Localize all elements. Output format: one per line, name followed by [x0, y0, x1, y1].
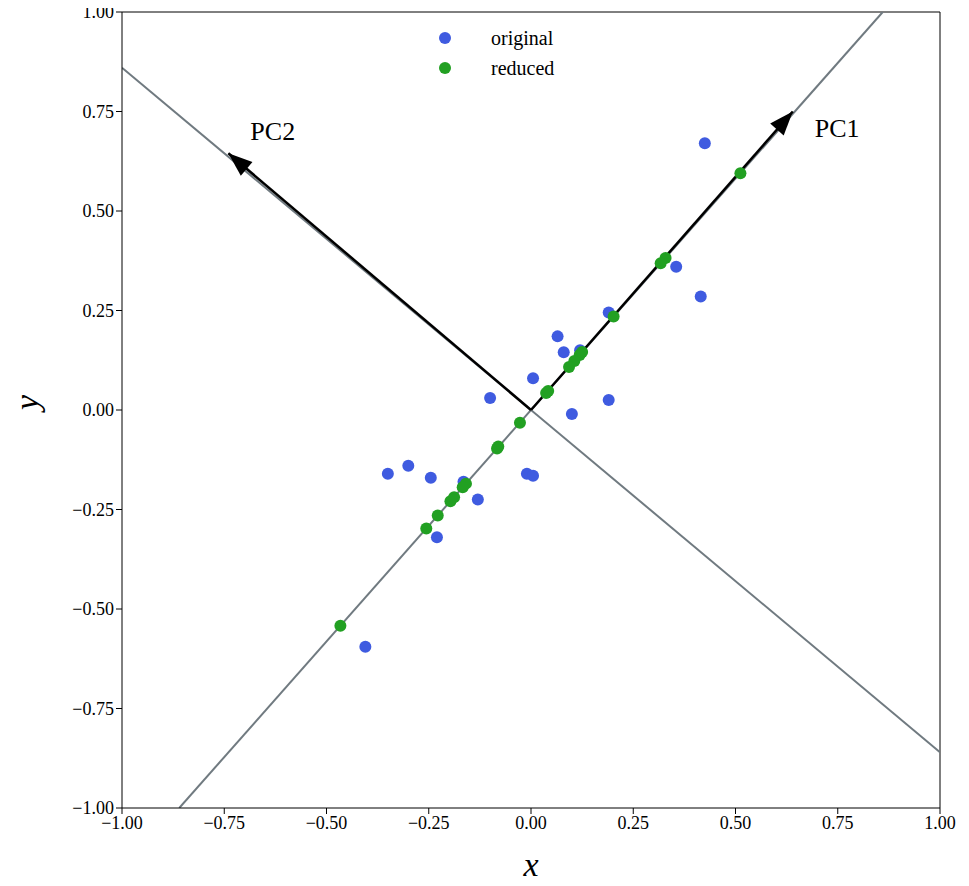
svg-text:0.75: 0.75: [822, 813, 854, 833]
svg-text:−1.00: −1.00: [72, 798, 114, 818]
svg-text:−1.00: −1.00: [101, 812, 143, 833]
svg-text:0.25: 0.25: [83, 301, 115, 321]
html-text:original: original: [491, 26, 554, 49]
svg-text:−0.25: −0.25: [408, 813, 450, 833]
svg-text:0.50: 0.50: [83, 201, 115, 221]
svg-text:−0.75: −0.75: [72, 699, 114, 719]
svg-text:−0.50: −0.50: [72, 599, 114, 619]
svg-text:0.00: 0.00: [515, 813, 547, 833]
svg-text:y: y: [8, 394, 45, 413]
svg-text:x: x: [522, 846, 538, 878]
svg-text:−0.25: −0.25: [72, 500, 114, 520]
svg-text:PC2: PC2: [250, 117, 295, 146]
svg-text:1.00: 1.00: [83, 8, 115, 22]
svg-text:0.25: 0.25: [618, 813, 650, 833]
svg-text:0.00: 0.00: [83, 400, 115, 420]
svg-text:0.50: 0.50: [720, 813, 752, 833]
svg-text:−0.50: −0.50: [306, 813, 348, 833]
svg-text:0.75: 0.75: [83, 102, 115, 122]
svg-text:PC1: PC1: [815, 114, 860, 143]
svg-text:1.00: 1.00: [924, 813, 956, 833]
html-text:reduced: reduced: [491, 56, 555, 79]
svg-text:−0.75: −0.75: [203, 813, 245, 833]
